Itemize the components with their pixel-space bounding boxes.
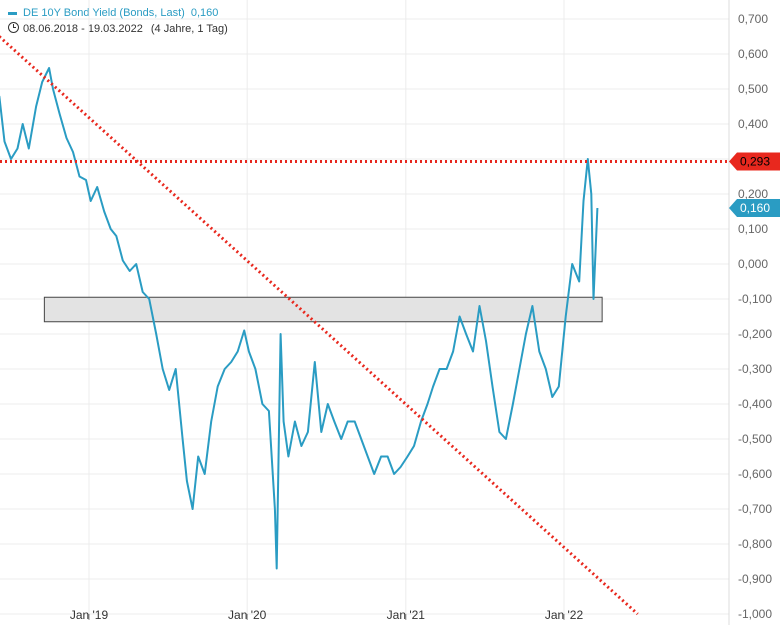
y-tick-label: -0,400 [738, 397, 772, 411]
yield-series-line [0, 67, 599, 570]
legend-last-value: 0,160 [190, 7, 219, 19]
downtrend-line [0, 35, 639, 616]
legend-series-label: DE 10Y Bond Yield (Bonds, Last) [23, 7, 185, 19]
series-swatch-icon [8, 11, 17, 15]
date-range-row: 08.06.2018 - 19.03.2022 (4 Jahre, 1 Tag) [8, 22, 228, 36]
y-tick-label: 0,700 [738, 12, 768, 26]
y-tick-label: 0,100 [738, 222, 768, 236]
y-tick-label: 0,600 [738, 47, 768, 61]
current-value-badge [729, 199, 780, 217]
y-tick-label: 0,200 [738, 187, 768, 201]
support-box [43, 296, 603, 323]
y-tick-label: -0,800 [738, 537, 772, 551]
y-tick-label: 0,400 [738, 117, 768, 131]
y-tick-label: 0,500 [738, 82, 768, 96]
x-tick-label: Jan '19 [70, 608, 109, 622]
x-tick-label: Jan '22 [545, 608, 584, 622]
current-value-badge-label: 0,160 [740, 201, 770, 215]
date-range-text: 08.06.2018 - 19.03.2022 [23, 23, 143, 35]
clock-icon [8, 22, 19, 33]
y-tick-label: -0,300 [738, 362, 772, 376]
resistance-badge [729, 152, 780, 171]
y-tick-label: -0,700 [738, 502, 772, 516]
y-tick-label: 0,000 [738, 257, 768, 271]
y-tick-label: -0,600 [738, 467, 772, 481]
resistance-badge-label: 0,293 [740, 154, 770, 168]
y-tick-label: -0,900 [738, 572, 772, 586]
chart-legend: DE 10Y Bond Yield (Bonds, Last) 0,160 [8, 6, 218, 20]
x-tick-label: Jan '20 [228, 608, 267, 622]
y-tick-label: -0,500 [738, 432, 772, 446]
y-tick-label: -1,000 [738, 607, 772, 621]
date-span-text: (4 Jahre, 1 Tag) [150, 23, 228, 35]
x-tick-label: Jan '21 [387, 608, 426, 622]
y-tick-label: -0,100 [738, 292, 772, 306]
y-tick-label: -0,200 [738, 327, 772, 341]
